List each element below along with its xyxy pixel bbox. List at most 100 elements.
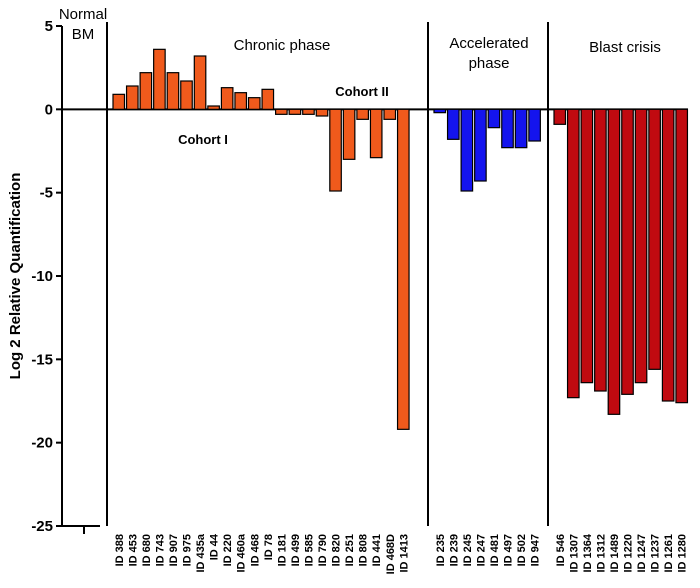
x-tick-label: ID 790 bbox=[317, 534, 329, 566]
x-tick-label: ID 1280 bbox=[677, 534, 689, 573]
cohort-label: Cohort II bbox=[335, 84, 388, 99]
bar bbox=[139, 72, 153, 110]
y-tick-label: -5 bbox=[40, 185, 53, 202]
y-tick-label: -15 bbox=[31, 351, 53, 368]
bar bbox=[594, 108, 607, 392]
x-tick-label: ID 181 bbox=[276, 534, 288, 566]
x-tick-label: ID 220 bbox=[222, 534, 234, 566]
x-tick-label: ID 239 bbox=[448, 534, 460, 566]
x-tick-label: ID 499 bbox=[290, 534, 302, 566]
bar bbox=[528, 108, 541, 142]
section-label: Accelerated phase bbox=[449, 35, 528, 72]
x-tick-label: ID 78 bbox=[263, 534, 275, 560]
bar bbox=[634, 108, 648, 384]
x-tick-label: ID 743 bbox=[154, 534, 166, 566]
bar bbox=[675, 108, 689, 404]
x-tick-label: ID 680 bbox=[141, 534, 153, 566]
x-tick-label: ID 502 bbox=[516, 534, 528, 566]
x-tick-label: ID 247 bbox=[475, 534, 487, 566]
bar bbox=[383, 108, 397, 120]
bar bbox=[433, 108, 447, 114]
bar bbox=[207, 105, 220, 110]
section-label-line: Normal bbox=[59, 6, 107, 23]
x-tick-label: ID 497 bbox=[503, 534, 515, 566]
section-label-line: BM bbox=[72, 26, 95, 43]
section-label: Blast crisis bbox=[589, 39, 661, 56]
bar bbox=[302, 108, 315, 115]
x-tick-label: ID 1312 bbox=[595, 534, 607, 573]
x-tick-label: ID 546 bbox=[555, 534, 567, 566]
x-tick-label: ID 907 bbox=[168, 534, 180, 566]
x-tick-label: ID 441 bbox=[371, 534, 383, 566]
bar bbox=[661, 108, 675, 402]
bar bbox=[193, 55, 207, 110]
bar bbox=[369, 108, 383, 159]
bar bbox=[621, 108, 634, 395]
bar bbox=[356, 108, 369, 120]
bar bbox=[553, 108, 567, 125]
x-tick-label: ID 585 bbox=[303, 534, 315, 566]
x-tick-label: ID 435a bbox=[195, 533, 207, 572]
x-tick-label: ID 481 bbox=[489, 534, 501, 566]
section-label: Chronic phase bbox=[234, 37, 331, 54]
bar bbox=[342, 108, 356, 160]
x-tick-label: ID 460a bbox=[236, 533, 248, 572]
bar bbox=[396, 108, 410, 430]
section-label: Normal BM bbox=[59, 6, 107, 43]
bar bbox=[514, 108, 528, 149]
labels: 5 0 -5 -10 -15 -20 -25 Normal BM Chronic phase Acc… bbox=[7, 6, 689, 574]
bar bbox=[288, 108, 302, 115]
bar bbox=[220, 87, 234, 110]
y-axis-title: Log 2 Relative Quantification bbox=[7, 173, 24, 380]
x-tick-label: ID 1489 bbox=[609, 534, 621, 573]
x-tick-label: ID 453 bbox=[127, 534, 139, 566]
x-tick-label: ID 245 bbox=[462, 534, 474, 566]
bar bbox=[474, 108, 487, 182]
y-tick-label: 5 bbox=[45, 18, 53, 35]
bar bbox=[329, 108, 342, 192]
x-tick-label: ID 808 bbox=[358, 534, 370, 566]
x-tick-label: ID 468 bbox=[249, 534, 261, 566]
x-tick-label: ID 1220 bbox=[623, 534, 635, 573]
section-label-line: Accelerated bbox=[449, 35, 528, 52]
bar bbox=[166, 72, 180, 110]
y-tick-label: -25 bbox=[31, 518, 53, 535]
bar bbox=[234, 92, 248, 110]
x-tick-label: ID 251 bbox=[344, 534, 356, 566]
x-tick-label: ID 1247 bbox=[636, 534, 648, 573]
bar bbox=[566, 108, 580, 399]
bar bbox=[460, 108, 474, 192]
x-tick-label: ID 44 bbox=[209, 533, 221, 560]
x-tick-label: ID 1237 bbox=[650, 534, 662, 573]
x-tick-label: ID 975 bbox=[182, 534, 194, 566]
x-tick-label: ID 468D bbox=[385, 534, 397, 574]
bar bbox=[180, 80, 193, 110]
bar bbox=[125, 85, 139, 110]
bar bbox=[112, 93, 126, 110]
bars bbox=[112, 48, 689, 430]
x-tick-label: ID 1261 bbox=[663, 534, 675, 573]
x-tick-label: ID 1413 bbox=[398, 534, 410, 573]
bar bbox=[153, 48, 166, 110]
y-tick-label: -20 bbox=[31, 435, 53, 452]
x-tick-label: ID 235 bbox=[435, 534, 447, 566]
section-label-line: Blast crisis bbox=[589, 39, 661, 56]
x-tick-label: ID 820 bbox=[331, 534, 343, 566]
section-label-line: Chronic phase bbox=[234, 37, 331, 54]
bar bbox=[607, 108, 621, 415]
section-label-line: phase bbox=[469, 55, 510, 72]
y-tick-label: -10 bbox=[31, 268, 53, 285]
x-tick-label: ID 1307 bbox=[568, 534, 580, 573]
x-tick-label: ID 1364 bbox=[582, 533, 594, 572]
bar bbox=[501, 108, 514, 149]
x-tick-label: ID 388 bbox=[114, 534, 126, 566]
bar bbox=[275, 108, 288, 115]
cohort-label: Cohort I bbox=[178, 132, 228, 147]
bar bbox=[648, 108, 661, 370]
bar bbox=[446, 108, 460, 140]
bar bbox=[247, 97, 261, 110]
bar bbox=[580, 108, 594, 384]
bar bbox=[261, 88, 275, 110]
x-tick-label: ID 947 bbox=[530, 534, 542, 566]
